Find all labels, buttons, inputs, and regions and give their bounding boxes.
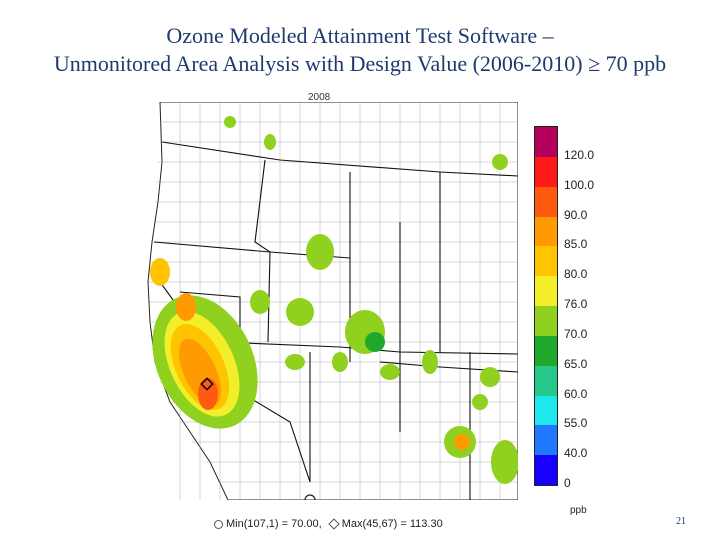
legend-swatch bbox=[535, 395, 557, 426]
legend-label: 76.0 bbox=[564, 297, 588, 311]
max-value: Max(45,67) = 113.30 bbox=[341, 518, 443, 530]
min-max-stats: Min(107,1) = 70.00, Max(45,67) = 113.30 bbox=[214, 518, 443, 530]
legend-swatch bbox=[535, 425, 557, 456]
legend-label: 40.0 bbox=[564, 446, 588, 461]
legend-swatch bbox=[535, 455, 557, 486]
legend-label: 70.0 bbox=[564, 326, 588, 341]
ozone-patches bbox=[150, 116, 518, 484]
title-line-1: Ozone Modeled Attainment Test Software – bbox=[166, 23, 554, 48]
legend-swatch bbox=[535, 365, 557, 396]
title-line-2: Unmonitored Area Analysis with Design Va… bbox=[53, 51, 667, 76]
legend-label: 0 bbox=[564, 476, 571, 490]
legend-swatch bbox=[535, 306, 557, 337]
legend-swatch bbox=[535, 216, 557, 247]
legend-label: 65.0 bbox=[564, 356, 588, 371]
legend-label: 120.0 bbox=[564, 147, 595, 162]
page-number: 21 bbox=[676, 516, 686, 527]
legend-swatch bbox=[535, 276, 557, 307]
color-legend: 120.0 100.0 90.0 85.0 80.0 76.0 70.0 65.0 60.0 55… bbox=[534, 126, 604, 490]
legend-label: 60.0 bbox=[564, 386, 588, 401]
legend-swatch bbox=[535, 335, 557, 367]
max-marker bbox=[200, 377, 214, 391]
legend-label: 85.0 bbox=[564, 237, 588, 252]
legend-unit: ppb bbox=[570, 505, 587, 516]
legend-label: 80.0 bbox=[564, 267, 588, 282]
legend-label: 100.0 bbox=[564, 177, 595, 192]
legend-swatch bbox=[535, 156, 557, 188]
ozone-map bbox=[140, 102, 518, 500]
max-diamond-icon bbox=[328, 518, 340, 530]
min-marker bbox=[304, 494, 316, 500]
slide-title: Ozone Modeled Attainment Test Software –… bbox=[0, 22, 720, 78]
legend-swatch bbox=[535, 186, 557, 217]
min-value: Min(107,1) = 70.00, bbox=[226, 518, 322, 530]
map-year-label: 2008 bbox=[308, 92, 331, 103]
legend-label: 55.0 bbox=[564, 416, 588, 431]
legend-label: 90.0 bbox=[564, 207, 588, 222]
map-canvas bbox=[147, 102, 518, 500]
min-circle-icon bbox=[214, 519, 223, 529]
legend-swatch bbox=[535, 246, 557, 277]
legend-swatch bbox=[535, 127, 557, 158]
legend-color-bar bbox=[534, 126, 558, 486]
